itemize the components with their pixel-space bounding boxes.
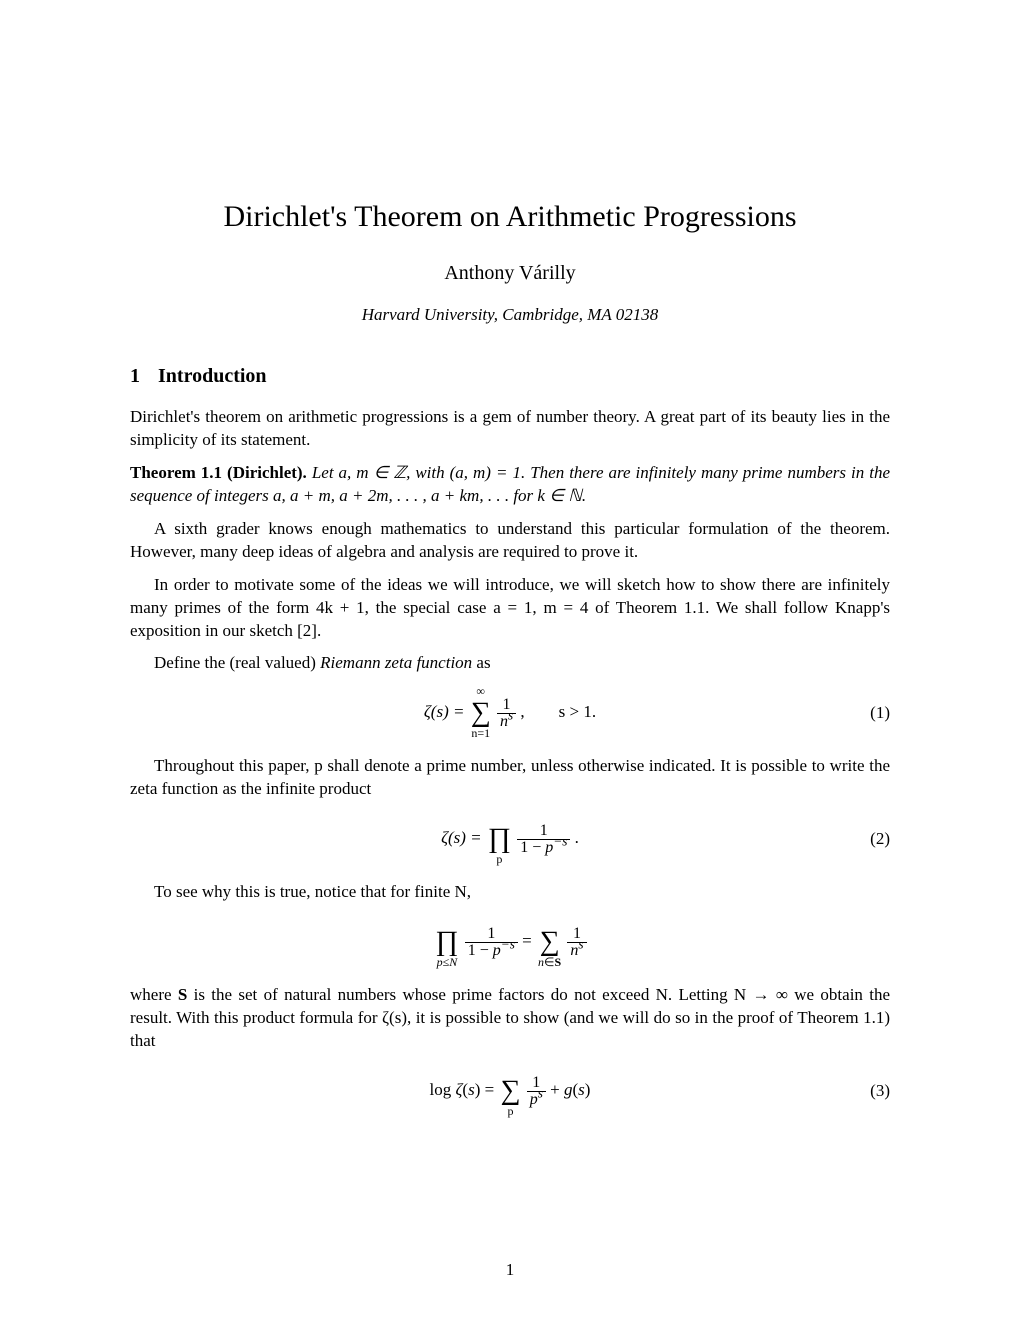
section-number: 1: [130, 365, 140, 388]
sigma-symbol: ∑: [500, 1077, 520, 1105]
equation-content: log ζ(s) = ∑ p 1 ps + g(s): [430, 1063, 591, 1119]
denominator: 1 − p−s: [465, 943, 518, 959]
eq-lhs: log ζ(s) =: [430, 1080, 499, 1099]
equation-content: ζ(s) = ∏ p 1 1 − p−s .: [441, 811, 579, 867]
fraction: 1 1 − p−s: [465, 926, 518, 959]
eq-end: .: [575, 828, 579, 847]
section-title: Introduction: [158, 365, 267, 387]
blackboard-Z: ℤ: [393, 463, 406, 482]
equation-number: (3): [870, 1081, 890, 1101]
paragraph: where S is the set of natural numbers wh…: [130, 984, 890, 1053]
affiliation: Harvard University, Cambridge, MA 02138: [130, 305, 890, 325]
equation-1: ζ(s) = ∞ ∑ n=1 1 ns , s > 1. (1): [130, 685, 890, 741]
page: Dirichlet's Theorem on Arithmetic Progre…: [0, 0, 1020, 1320]
paragraph-intro: Dirichlet's theorem on arithmetic progre…: [130, 406, 890, 452]
paragraph: In order to motivate some of the ideas w…: [130, 574, 890, 643]
author: Anthony Várilly: [130, 262, 890, 285]
equation-number: (2): [870, 829, 890, 849]
eq-condition: , s > 1.: [520, 702, 596, 721]
denominator: ps: [527, 1092, 546, 1108]
theorem-head: Theorem 1.1 (Dirichlet).: [130, 463, 307, 482]
sum-operator: ∑ n∈S: [538, 914, 561, 970]
sigma-symbol: ∑: [538, 928, 561, 956]
eq-lhs: ζ(s) =: [424, 702, 469, 721]
paper-title: Dirichlet's Theorem on Arithmetic Progre…: [130, 200, 890, 234]
equation-unnumbered: ∏ p≤N 1 1 − p−s = ∑ n∈S 1 ns: [130, 914, 890, 970]
equation-content: ζ(s) = ∞ ∑ n=1 1 ns , s > 1.: [424, 685, 596, 741]
equation-2: ζ(s) = ∏ p 1 1 − p−s . (2): [130, 811, 890, 867]
prod-lower: p: [488, 853, 511, 867]
paragraph: Throughout this paper, p shall denote a …: [130, 755, 890, 801]
sum-operator: ∑ p: [500, 1063, 520, 1119]
product-operator: ∏ p: [488, 811, 511, 867]
denominator: ns: [497, 714, 516, 730]
equals: =: [522, 931, 536, 950]
text: as: [472, 653, 490, 672]
eq-rhs: + g(s): [550, 1080, 590, 1099]
zeta-function-name: Riemann zeta function: [320, 653, 472, 672]
fraction: 1 ps: [527, 1075, 546, 1108]
section-heading: 1 Introduction: [130, 365, 890, 388]
numerator: 1: [527, 1075, 546, 1092]
sum-lower: n∈S: [538, 956, 561, 970]
fraction: 1 ns: [497, 697, 516, 730]
pi-symbol: ∏: [488, 825, 511, 853]
text: Define the (real valued): [154, 653, 320, 672]
theorem-text: Let a, m ∈: [312, 463, 394, 482]
sum-lower: p: [500, 1105, 520, 1119]
denominator: 1 − p−s: [517, 840, 570, 856]
equation-number: (1): [870, 703, 890, 723]
text: is the set of natural numbers whose prim…: [130, 985, 890, 1050]
fraction: 1 1 − p−s: [517, 823, 570, 856]
prod-lower: p≤N: [435, 956, 458, 970]
eq-lhs: ζ(s) =: [441, 828, 486, 847]
paragraph: To see why this is true, notice that for…: [130, 881, 890, 904]
numerator: 1: [497, 697, 516, 714]
equation-content: ∏ p≤N 1 1 − p−s = ∑ n∈S 1 ns: [433, 914, 586, 970]
theorem-1-1: Theorem 1.1 (Dirichlet). Let a, m ∈ ℤ, w…: [130, 462, 890, 508]
sum-lower: n=1: [471, 727, 491, 741]
page-number: 1: [0, 1260, 1020, 1280]
paragraph: Define the (real valued) Riemann zeta fu…: [130, 652, 890, 675]
sigma-symbol: ∑: [471, 699, 491, 727]
fraction: 1 ns: [567, 926, 586, 959]
sum-operator: ∞ ∑ n=1: [471, 685, 491, 741]
set-S: S: [178, 985, 187, 1004]
numerator: 1: [567, 926, 586, 943]
theorem-text: .: [582, 486, 586, 505]
denominator: ns: [567, 943, 586, 959]
text: where: [130, 985, 178, 1004]
equation-3: log ζ(s) = ∑ p 1 ps + g(s) (3): [130, 1063, 890, 1119]
pi-symbol: ∏: [435, 928, 458, 956]
paragraph: A sixth grader knows enough mathematics …: [130, 518, 890, 564]
blackboard-N: ℕ: [568, 486, 582, 505]
product-operator: ∏ p≤N: [435, 914, 458, 970]
